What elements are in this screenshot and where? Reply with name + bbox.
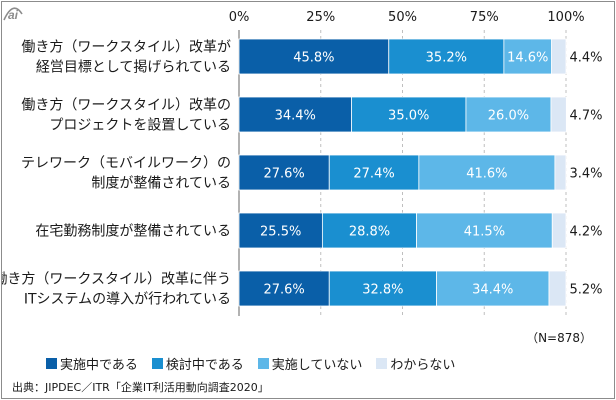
- bar-segment: [548, 270, 567, 307]
- data-label: 14.6%: [507, 51, 548, 66]
- category-label: ITシステムの導入が行われている: [24, 292, 231, 308]
- source-caption: 出典：JIPDEC／ITR「企業IT利活用動向調査2020」: [12, 381, 269, 394]
- legend-swatch: [151, 358, 163, 369]
- data-label: 25.5%: [260, 225, 301, 240]
- x-tick-label: 100%: [547, 10, 584, 25]
- data-label: 4.4%: [569, 51, 602, 66]
- bar-segment: [551, 212, 567, 249]
- bar-segment: [550, 96, 567, 133]
- data-label: 27.6%: [263, 283, 304, 298]
- legend-label: 実施中である: [60, 358, 138, 373]
- legend-item-not-implementing: 実施していない: [257, 354, 363, 373]
- category-label: 働き方（ワークスタイル）改革が: [21, 40, 231, 56]
- bar-segment: [418, 154, 556, 191]
- x-tick-label: 75%: [470, 10, 499, 25]
- data-label: 5.2%: [569, 283, 602, 298]
- data-label: 4.7%: [569, 109, 602, 124]
- bar-segment: [554, 154, 567, 191]
- bar-segment: [465, 96, 552, 133]
- data-label: 27.6%: [263, 167, 304, 182]
- category-label: 働き方（ワークスタイル）改革に伴う: [2, 272, 231, 288]
- legend-label: わからない: [390, 358, 456, 373]
- data-label: 3.4%: [569, 167, 602, 182]
- legend-swatch: [46, 358, 57, 369]
- legend-item-implementing: 実施中である: [46, 354, 138, 373]
- data-label: 35.2%: [426, 51, 467, 66]
- legend-swatch: [257, 358, 269, 369]
- data-label: 34.4%: [275, 109, 316, 124]
- bar-segment: [328, 270, 437, 307]
- category-label: プロジェクトを設置している: [49, 118, 231, 134]
- category-label: 経営目標として掲げられている: [36, 60, 231, 76]
- bar-segment: [503, 38, 553, 75]
- bar-segment: [388, 38, 505, 75]
- data-label: 34.4%: [472, 283, 513, 298]
- data-label: 27.4%: [353, 167, 394, 182]
- stacked-bar-chart: 0% 25% 50% 75% 100% 働き方（ワークスタイル）改革が経営目標として掲げら…: [2, 10, 603, 316]
- data-label: 45.8%: [293, 51, 334, 66]
- bar-segment: [416, 212, 553, 249]
- ai-logo-icon: ai: [3, 7, 23, 22]
- legend-label: 実施していない: [271, 358, 363, 373]
- bar-segment: [436, 270, 550, 307]
- data-label: 35.0%: [388, 109, 429, 124]
- sample-size-note: （N=878）: [526, 331, 592, 345]
- data-label: 41.5%: [464, 225, 505, 240]
- data-label: 4.2%: [569, 225, 602, 240]
- legend-label: 検討中である: [165, 358, 244, 373]
- x-tick-label: 50%: [388, 10, 417, 25]
- x-tick-label: 25%: [306, 10, 335, 25]
- category-label: 制度が整備されている: [91, 176, 231, 192]
- data-label: 28.8%: [349, 225, 390, 240]
- bar-segment: [321, 212, 417, 249]
- data-label: 26.0%: [488, 109, 529, 124]
- legend-swatch: [376, 358, 388, 369]
- bar-segment: [238, 212, 323, 249]
- logo-text: ai: [8, 8, 19, 22]
- legend-item-unknown: わからない: [376, 354, 455, 373]
- bar-segment: [238, 270, 330, 307]
- data-label: 41.6%: [466, 167, 507, 182]
- category-label: 在宅勤務制度が整備されている: [35, 224, 231, 240]
- category-label: テレワーク（モバイルワーク）の: [21, 156, 231, 172]
- legend: 実施中である 検討中である 実施していない わからない: [46, 354, 469, 373]
- data-label: 32.8%: [362, 283, 403, 298]
- bar-segment: [551, 38, 567, 75]
- legend-item-considering: 検討中である: [151, 354, 244, 373]
- x-tick-label: 0%: [229, 10, 250, 25]
- category-label: 働き方（ワークスタイル）改革の: [21, 98, 231, 114]
